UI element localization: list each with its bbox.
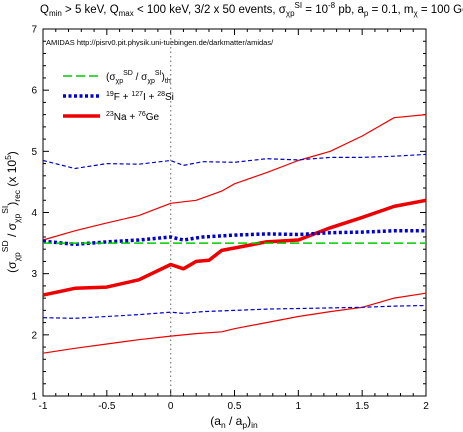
- series-line-central-4: [42, 198, 427, 297]
- plot-frame: [42, 28, 427, 397]
- x-tick-label: -0.5: [98, 401, 116, 412]
- series-group: [42, 114, 427, 354]
- series-line-central-1: [42, 229, 426, 247]
- series-line-upper-2: [42, 153, 427, 170]
- y-tick-label: 1: [31, 392, 37, 403]
- chart-header: Qmin > 5 keV, Qmax < 100 keV, 3/2 x 50 e…: [40, 1, 463, 18]
- series-line-lower-3: [42, 304, 427, 319]
- y-tick-label: 3: [31, 269, 37, 280]
- axis-ticks: [42, 28, 427, 397]
- y-tick-labels: 1 2 3 4 5 6 7: [31, 25, 37, 403]
- y-tick-label: 6: [31, 86, 37, 97]
- legend: (σχpSD / σχpSI)th 19F + 127I + 28Si 23Na…: [63, 70, 174, 123]
- y-tick-label: 7: [31, 25, 37, 36]
- x-tick-label: 0.5: [228, 401, 242, 412]
- series-line-lower-6: [42, 292, 427, 354]
- legend-label-target-nage: 23Na + 76Ge: [106, 111, 160, 123]
- x-tick-label: 2: [423, 401, 429, 412]
- x-tick-label: -1: [39, 401, 48, 412]
- x-axis-title: (an / ap)in: [210, 414, 258, 430]
- y-tick-label: 5: [31, 147, 37, 158]
- x-tick-label: 0: [168, 401, 174, 412]
- y-tick-label: 2: [31, 330, 37, 341]
- x-tick-label: 1: [296, 401, 302, 412]
- x-tick-label: 1.5: [355, 401, 369, 412]
- y-axis-title: (σχpSD / σχpSI)rec (x 105): [0, 151, 22, 273]
- y-tick-label: 4: [31, 208, 37, 219]
- legend-label-target-fisi: 19F + 127I + 28Si: [106, 91, 174, 103]
- series-line-upper-5: [42, 114, 427, 241]
- legend-label-theory: (σχpSD / σχpSI)th: [106, 70, 171, 85]
- url-text: AMIDAS http://pisrv0.pit.physik.uni-tueb…: [46, 38, 274, 47]
- x-tick-labels: -1 -0.5 0 0.5 1 1.5 2: [39, 401, 430, 412]
